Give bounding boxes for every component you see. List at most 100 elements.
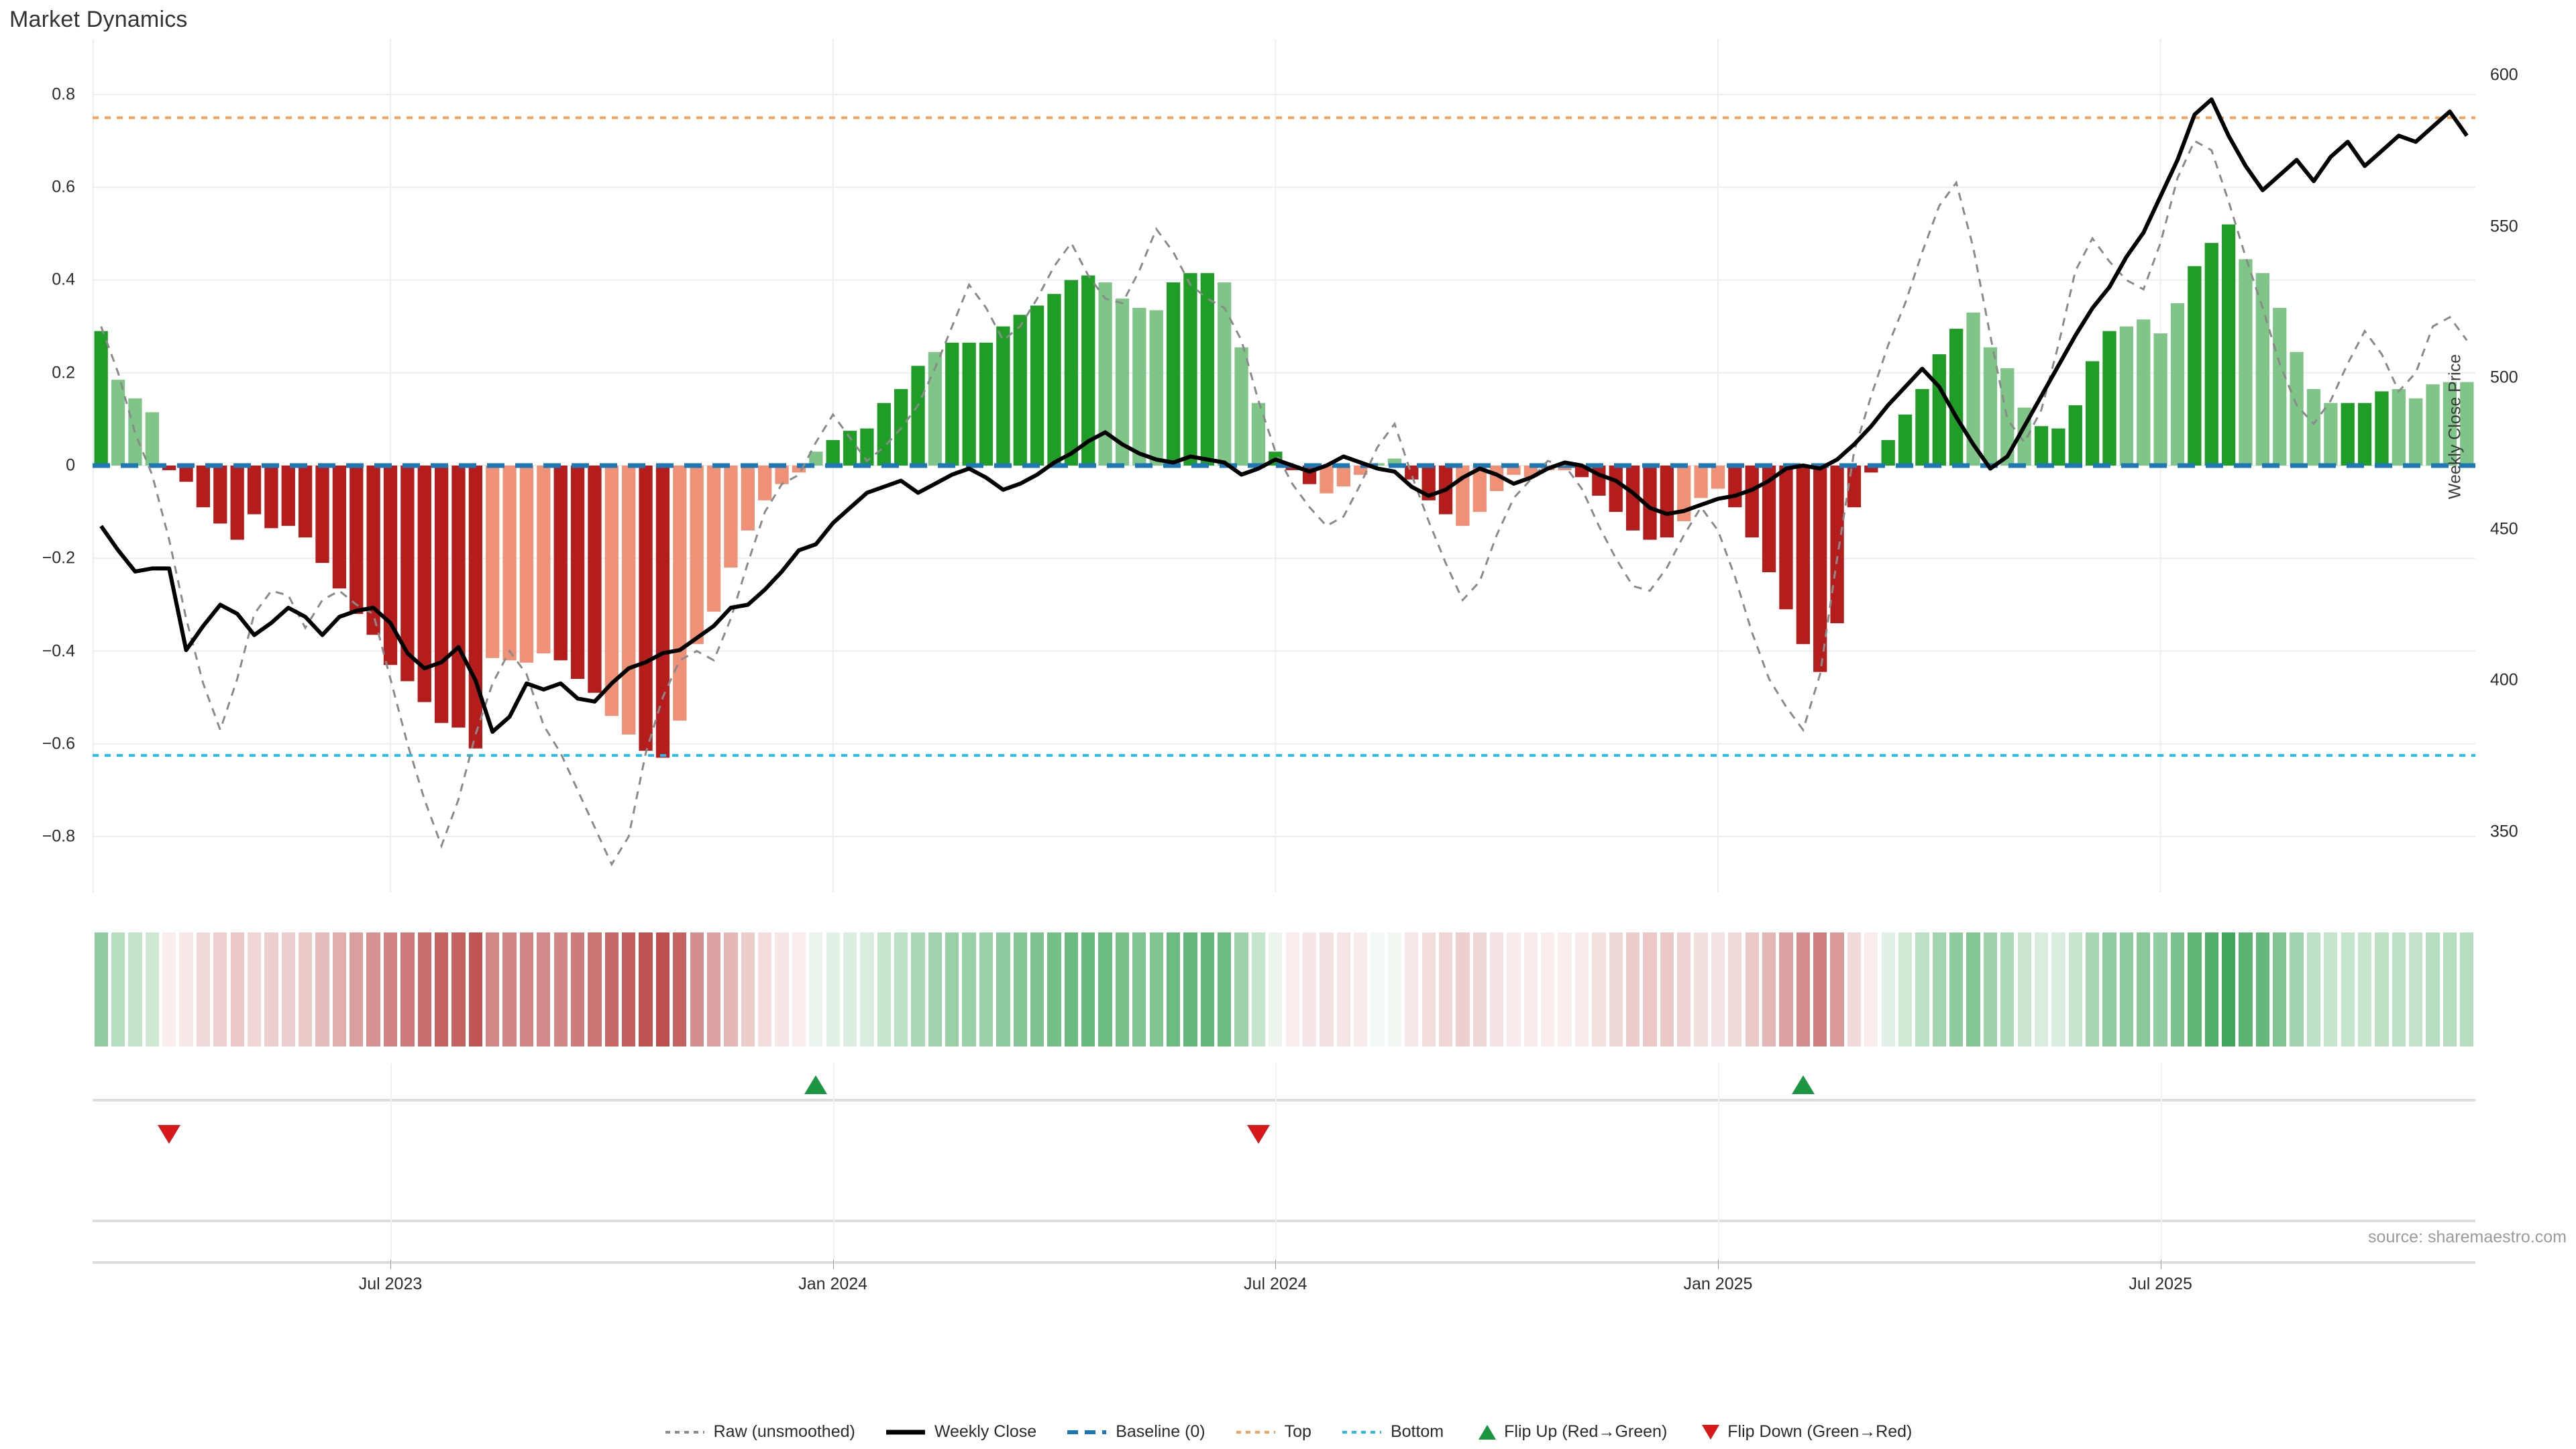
market-dynamics-bar [519,466,534,663]
heatmap-cell [1881,932,1895,1046]
market-dynamics-bar [2273,307,2287,466]
heatmap-cell [1251,932,1266,1046]
legend-label: Baseline (0) [1116,1422,1205,1441]
heatmap-cell [537,932,551,1046]
heatmap-cell [588,932,602,1046]
flip-down-marker[interactable] [158,1125,181,1144]
legend-item[interactable]: Bottom [1341,1422,1444,1442]
market-dynamics-bar [2170,303,2185,466]
market-dynamics-bar [162,466,176,470]
x-axis: Jul 2023 Jan 2024 Jul 2024 Jan 2025 Jul 2025 [93,1260,2475,1300]
market-dynamics-bar [553,466,568,661]
heatmap-cell [1507,932,1521,1046]
heatmap-cell [1200,932,1214,1046]
legend-item[interactable]: Weekly Close [885,1422,1036,1442]
heatmap-cell [1438,932,1453,1046]
heatmap-cell [2255,932,2269,1046]
heatmap-cell [145,932,159,1046]
heatmap-cell [2426,932,2440,1046]
dotted-line-swatch [1235,1425,1277,1440]
heatmap-cell [792,932,806,1046]
heatmap-cell [1081,932,1095,1046]
solid-line-swatch [885,1425,926,1440]
legend-item[interactable]: Flip Up (Red→Green) [1473,1422,1667,1442]
heatmap-cell [1813,932,1827,1046]
market-dynamics-bar [843,431,857,466]
y-tick-right: 500 [2490,368,2518,387]
market-dynamics-bar [111,380,125,466]
market-dynamics-bar [604,466,619,716]
heatmap-cell [383,932,398,1046]
heatmap-cell [315,932,329,1046]
heatmap-cell [1421,932,1436,1046]
market-dynamics-bar [928,352,943,466]
flip-up-marker[interactable] [804,1075,828,1094]
flip-up-marker[interactable] [1791,1075,1815,1094]
market-dynamics-bar [468,466,483,749]
market-dynamics-bar [298,466,313,538]
market-dynamics-bar [673,466,687,721]
market-dynamics-bar [2034,426,2049,466]
heatmap-cell [775,932,789,1046]
heatmap-cell [2051,932,2065,1046]
market-dynamics-bar [2290,352,2304,466]
heatmap-cell [1711,932,1725,1046]
flip-down-marker[interactable] [1246,1125,1270,1144]
market-dynamics-bar [94,331,108,466]
heatmap-cell [2102,932,2116,1046]
legend-item[interactable]: Raw (unsmoothed) [664,1422,855,1442]
flip-panel-rule [93,1220,2475,1222]
legend-label: Bottom [1390,1422,1444,1441]
market-dynamics-bar [911,366,925,466]
heatmap-cell [264,932,278,1046]
heatmap-cell [2392,932,2406,1046]
market-dynamics-bar [2375,391,2389,466]
market-dynamics-bar [1711,466,1725,489]
heatmap-cell [639,932,653,1046]
x-tick-label: Jul 2023 [358,1275,423,1293]
market-dynamics-bar [1864,466,1878,473]
heatmap-cell [502,932,517,1046]
heatmap-cell [911,932,925,1046]
legend-item[interactable]: Baseline (0) [1066,1422,1205,1442]
heatmap-cell [468,932,482,1046]
market-dynamics-bar [2051,428,2065,466]
heatmap-cell [1523,932,1538,1046]
chart-legend: Raw (unsmoothed) Weekly Close Baseline (0)… [0,1422,2576,1442]
heatmap-cell [486,932,500,1046]
market-dynamics-bar [1694,466,1708,498]
y-tick-left: 0 [66,455,75,475]
heatmap-cell [2375,932,2389,1046]
heatmap-cell [2137,932,2151,1046]
market-dynamics-bar [1421,466,1436,500]
heatmap-cell [1405,932,1419,1046]
market-dynamics-bar [2068,405,2082,466]
legend-item[interactable]: Top [1235,1422,1311,1442]
legend-label: Raw (unsmoothed) [713,1422,855,1441]
market-dynamics-bar [1132,307,1146,466]
dashed-line-swatch [1066,1425,1108,1440]
flip-panel-gridline [1717,1063,1719,1265]
heatmap-cell [1541,932,1555,1046]
heatmap-cell [298,932,313,1046]
heatmap-cell [1183,932,1197,1046]
market-dynamics-bar [1728,466,1742,508]
market-dynamics-bar [1047,294,1061,466]
heatmap-cell [366,932,380,1046]
market-dynamics-bar [1898,414,1913,466]
market-dynamics-bar [1949,329,1964,466]
market-dynamics-bar [1830,466,1844,624]
x-tick-label: Jan 2024 [798,1275,868,1293]
heatmap-cell [1625,932,1640,1046]
heatmap-cell [162,932,176,1046]
heatmap-cell [247,932,262,1046]
market-dynamics-bar [1932,354,1946,466]
heatmap-cell [2034,932,2049,1046]
market-dynamics-bar [2443,382,2457,466]
legend-item[interactable]: Flip Down (Green→Red) [1697,1422,1912,1442]
market-dynamics-bar [741,466,755,531]
market-dynamics-bar [1983,347,1998,466]
flip-panel-gridline [833,1063,835,1265]
market-dynamics-bar [1625,466,1640,531]
heatmap-cell [894,932,908,1046]
